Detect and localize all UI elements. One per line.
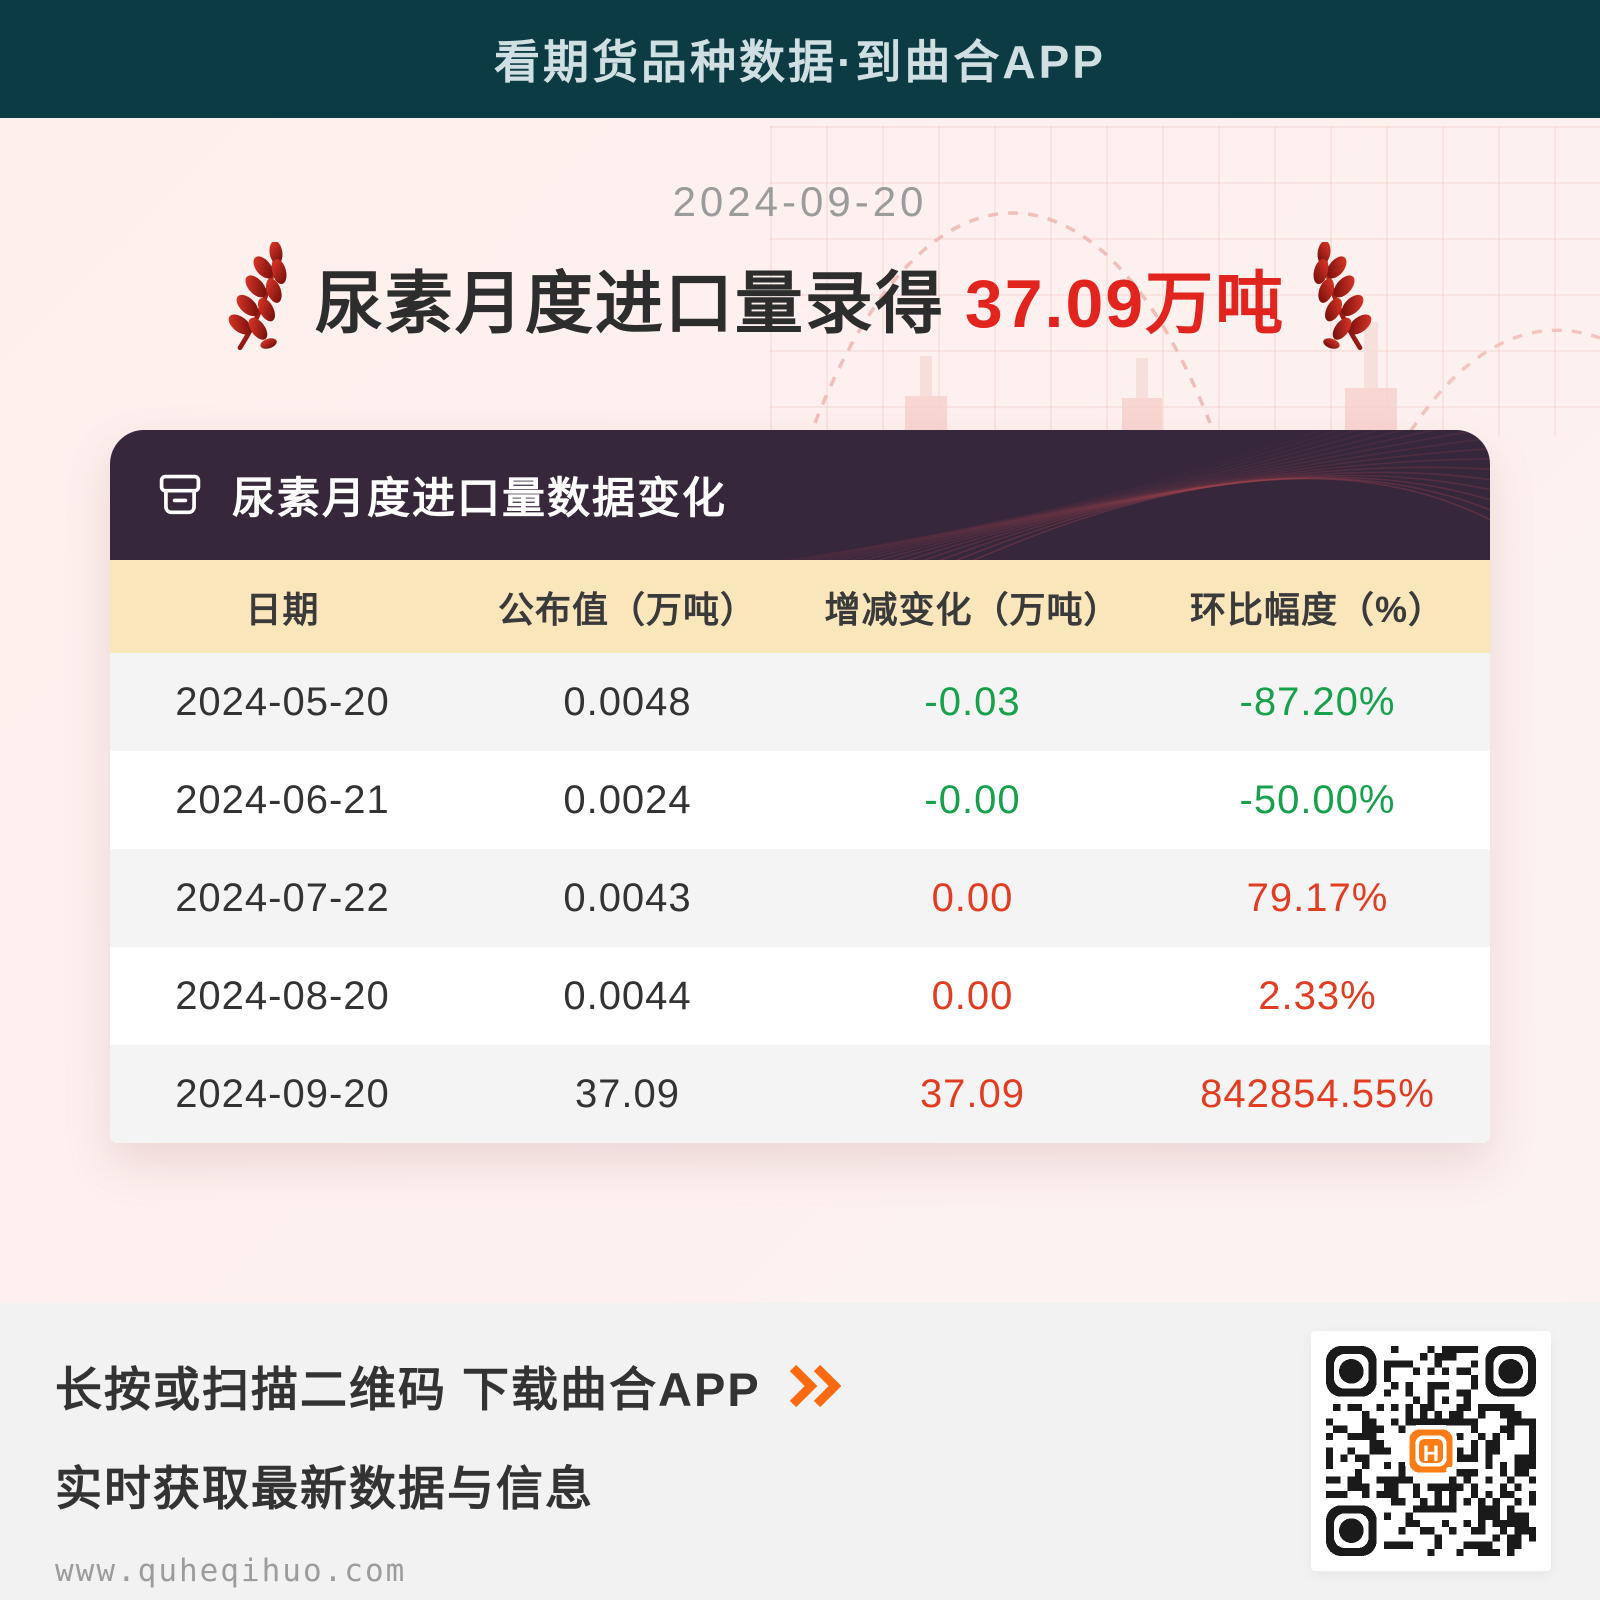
card-header-swirl-decor — [782, 430, 1490, 560]
download-cta-label: 长按或扫描二维码 下载曲合APP — [55, 1363, 761, 1416]
headline-text: 尿素月度进口量录得 — [314, 265, 945, 342]
table-row: 2024-05-20 0.0048 -0.03 -87.20% — [110, 653, 1490, 751]
column-header-value: 公布值（万吨） — [497, 588, 757, 630]
headline: 尿素月度进口量录得 37.09万吨 — [0, 242, 1600, 352]
cell-date: 2024-05-20 — [175, 679, 390, 724]
cell-date: 2024-09-20 — [175, 1071, 390, 1116]
table-row: 2024-08-20 0.0044 0.00 2.33% — [110, 947, 1490, 1045]
download-cta[interactable]: 长按或扫描二维码 下载曲合APP — [55, 1351, 845, 1420]
data-table: 日期 公布值（万吨） 增减变化（万吨） 环比幅度（%） 2024-05-20 0… — [110, 560, 1490, 1143]
qr-card[interactable]: H — [1311, 1331, 1551, 1571]
column-header-ratio: 环比幅度（%） — [1189, 588, 1445, 630]
banner-title: 看期货品种数据·到曲合APP — [494, 36, 1106, 88]
background-grid-decor — [770, 126, 1600, 436]
cell-change: -0.03 — [924, 679, 1021, 724]
table-row: 2024-07-22 0.0043 0.00 79.17% — [110, 849, 1490, 947]
cell-date: 2024-07-22 — [175, 875, 390, 920]
footer-subtitle: 实时获取最新数据与信息 — [55, 1462, 594, 1515]
data-card: 尿素月度进口量数据变化 日期 公布值（万吨） 增减变化（万吨） 环比幅度（%） … — [110, 430, 1490, 1143]
table-row: 2024-09-20 37.09 37.09 842854.55% — [110, 1045, 1490, 1143]
candlestick-decor — [1122, 398, 1162, 436]
card-header: 尿素月度进口量数据变化 — [110, 430, 1490, 560]
cell-change: 37.09 — [919, 1071, 1026, 1116]
cell-change: 0.00 — [931, 973, 1014, 1018]
cell-ratio: 2.33% — [1258, 973, 1377, 1018]
cell-value: 0.0043 — [563, 875, 692, 920]
cell-ratio: -50.00% — [1239, 777, 1396, 822]
cell-ratio: 79.17% — [1246, 875, 1389, 920]
cell-change: 0.00 — [931, 875, 1014, 920]
top-banner: 看期货品种数据·到曲合APP — [0, 0, 1600, 118]
footer-text-block: 长按或扫描二维码 下载曲合APP 实时获取最新数据与信息 www.quheqih… — [55, 1351, 845, 1589]
cell-value: 0.0048 — [563, 679, 692, 724]
cell-date: 2024-08-20 — [175, 973, 390, 1018]
footer: 长按或扫描二维码 下载曲合APP 实时获取最新数据与信息 www.quheqih… — [0, 1303, 1600, 1600]
cell-value: 0.0024 — [563, 777, 692, 822]
cell-value: 37.09 — [574, 1071, 681, 1116]
report-date: 2024-09-20 — [672, 178, 928, 225]
dashed-curve-decor — [813, 211, 1600, 440]
svg-text:H: H — [1423, 1441, 1439, 1466]
double-chevron-right-icon — [789, 1364, 842, 1407]
cell-value: 0.0044 — [563, 973, 692, 1018]
wheat-ear-icon — [228, 242, 287, 351]
column-header-date: 日期 — [245, 588, 320, 630]
candlestick-decor — [905, 396, 947, 436]
headline-value: 37.09万吨 — [964, 265, 1286, 342]
cell-change: -0.00 — [924, 777, 1021, 822]
table-row: 2024-06-21 0.0024 -0.00 -50.00% — [110, 751, 1490, 849]
candlestick-decor — [1345, 388, 1397, 436]
archive-box-icon — [159, 474, 201, 515]
cell-date: 2024-06-21 — [175, 777, 390, 822]
table-header-row: 日期 公布值（万吨） 增减变化（万吨） 环比幅度（%） — [110, 560, 1490, 653]
cell-ratio: 842854.55% — [1200, 1071, 1435, 1116]
cell-ratio: -87.20% — [1239, 679, 1396, 724]
card-title: 尿素月度进口量数据变化 — [232, 475, 727, 523]
wheat-ear-icon — [1313, 242, 1372, 351]
column-header-change: 增减变化（万吨） — [824, 588, 1121, 630]
qr-code: H — [1326, 1346, 1536, 1556]
site-url: www.quheqihuo.com — [55, 1553, 407, 1589]
